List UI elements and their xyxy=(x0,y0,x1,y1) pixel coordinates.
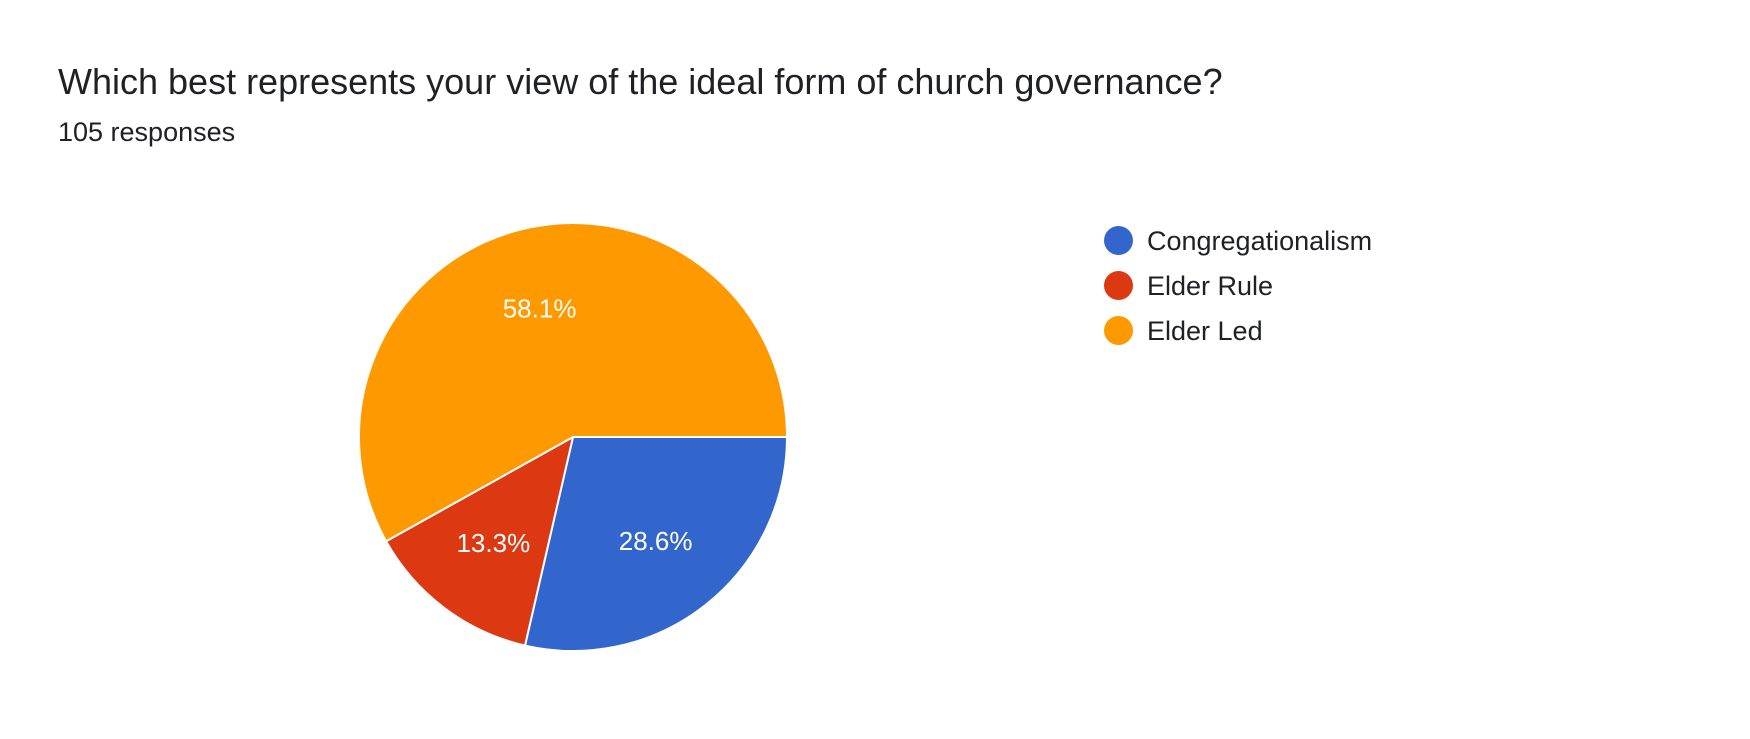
legend-item-elder-led[interactable]: Elder Led xyxy=(1104,308,1372,353)
pie-slice-label: 58.1% xyxy=(503,294,577,324)
legend-swatch-icon xyxy=(1104,316,1133,345)
pie-slice-label: 13.3% xyxy=(456,528,530,558)
chart-legend: Congregationalism Elder Rule Elder Led xyxy=(1104,218,1372,353)
chart-title: Which best represents your view of the i… xyxy=(58,61,1223,102)
response-count: 105 responses xyxy=(58,117,236,147)
pie-slices xyxy=(358,222,789,652)
legend-label: Elder Led xyxy=(1147,315,1263,346)
pie-slice-labels: 28.6% 13.3% 58.1% xyxy=(456,294,692,559)
legend-label: Congregationalism xyxy=(1147,225,1373,256)
pie-slice-congregationalism[interactable] xyxy=(523,436,789,652)
legend-swatch-icon xyxy=(1104,226,1133,255)
legend-label: Elder Rule xyxy=(1147,270,1274,301)
pie-slice-elder-rule[interactable] xyxy=(384,435,575,647)
pie-slice-elder-led[interactable] xyxy=(358,222,789,543)
legend-item-elder-rule[interactable]: Elder Rule xyxy=(1104,263,1372,308)
pie-slice-label: 28.6% xyxy=(619,526,693,556)
legend-swatch-icon xyxy=(1104,271,1133,300)
legend-item-congregationalism[interactable]: Congregationalism xyxy=(1104,218,1372,263)
